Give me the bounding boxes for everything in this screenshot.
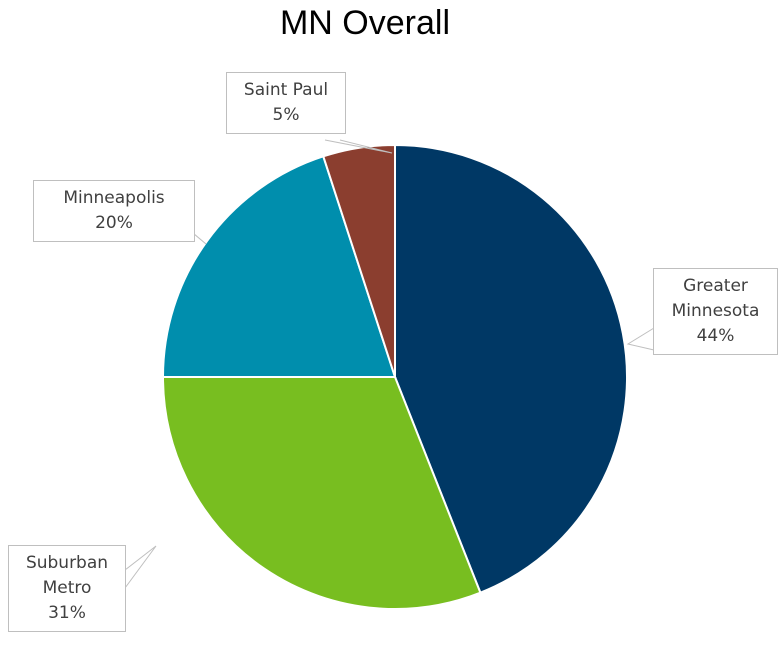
pie-slice [394, 143, 628, 595]
category-label: Saint Paul [243, 80, 329, 100]
category-label: Suburban Metro [25, 553, 109, 598]
leader-line [324, 139, 393, 154]
chart-title: MN Overall [279, 4, 451, 42]
data-callout: Minneapolis 20% [33, 180, 195, 242]
leader-line [626, 327, 655, 351]
leader-lines [124, 139, 655, 589]
pie-slice [161, 376, 482, 610]
data-callout: Saint Paul 5% [226, 72, 346, 134]
category-label: Greater Minnesota [671, 276, 760, 321]
value-label: 44% [696, 326, 735, 346]
pie-slice [161, 155, 397, 378]
data-callout: Suburban Metro 31% [8, 545, 126, 632]
category-label: Minneapolis [63, 188, 165, 208]
leader-line [124, 545, 157, 589]
slices [161, 143, 628, 610]
value-label: 5% [272, 105, 300, 125]
value-label: 31% [48, 603, 86, 623]
data-callout: Greater Minnesota 44% [653, 268, 778, 355]
value-label: 20% [95, 213, 133, 233]
pie-slice [322, 143, 396, 378]
